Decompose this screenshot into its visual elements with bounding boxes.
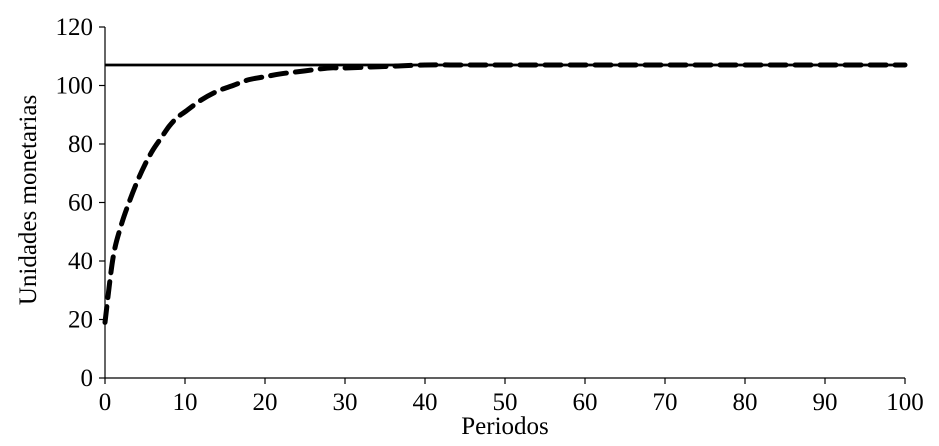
y-axis-title: Unidades monetarias (15, 95, 42, 305)
x-tick-label: 60 (573, 389, 598, 416)
series (102, 62, 908, 325)
y-tick-label: 60 (68, 190, 93, 217)
x-tick-label: 100 (886, 389, 924, 416)
x-tick-label: 70 (653, 389, 678, 416)
x-tick-label: 50 (493, 389, 518, 416)
x-tick-label: 30 (333, 389, 358, 416)
y-tick-label: 120 (56, 14, 94, 41)
y-tick-label: 0 (81, 365, 94, 392)
x-tick-label: 20 (253, 389, 278, 416)
x-tick-label: 80 (733, 389, 758, 416)
x-tick-label: 40 (413, 389, 438, 416)
x-tick-label: 90 (813, 389, 838, 416)
x-axis-title: Periodos (461, 413, 549, 440)
dashed-series-line (102, 62, 908, 325)
x-tick-label: 0 (99, 389, 112, 416)
y-tick-label: 20 (68, 307, 93, 334)
y-tick-label: 100 (56, 73, 94, 100)
y-tick-label: 40 (68, 248, 93, 275)
y-tick-label: 80 (68, 131, 93, 158)
x-tick-label: 10 (173, 389, 198, 416)
axes (104, 27, 905, 379)
ticks: 0 20 40 60 80 100 120 0 10 20 30 40 50 60 70 80 90 100 (56, 14, 924, 416)
